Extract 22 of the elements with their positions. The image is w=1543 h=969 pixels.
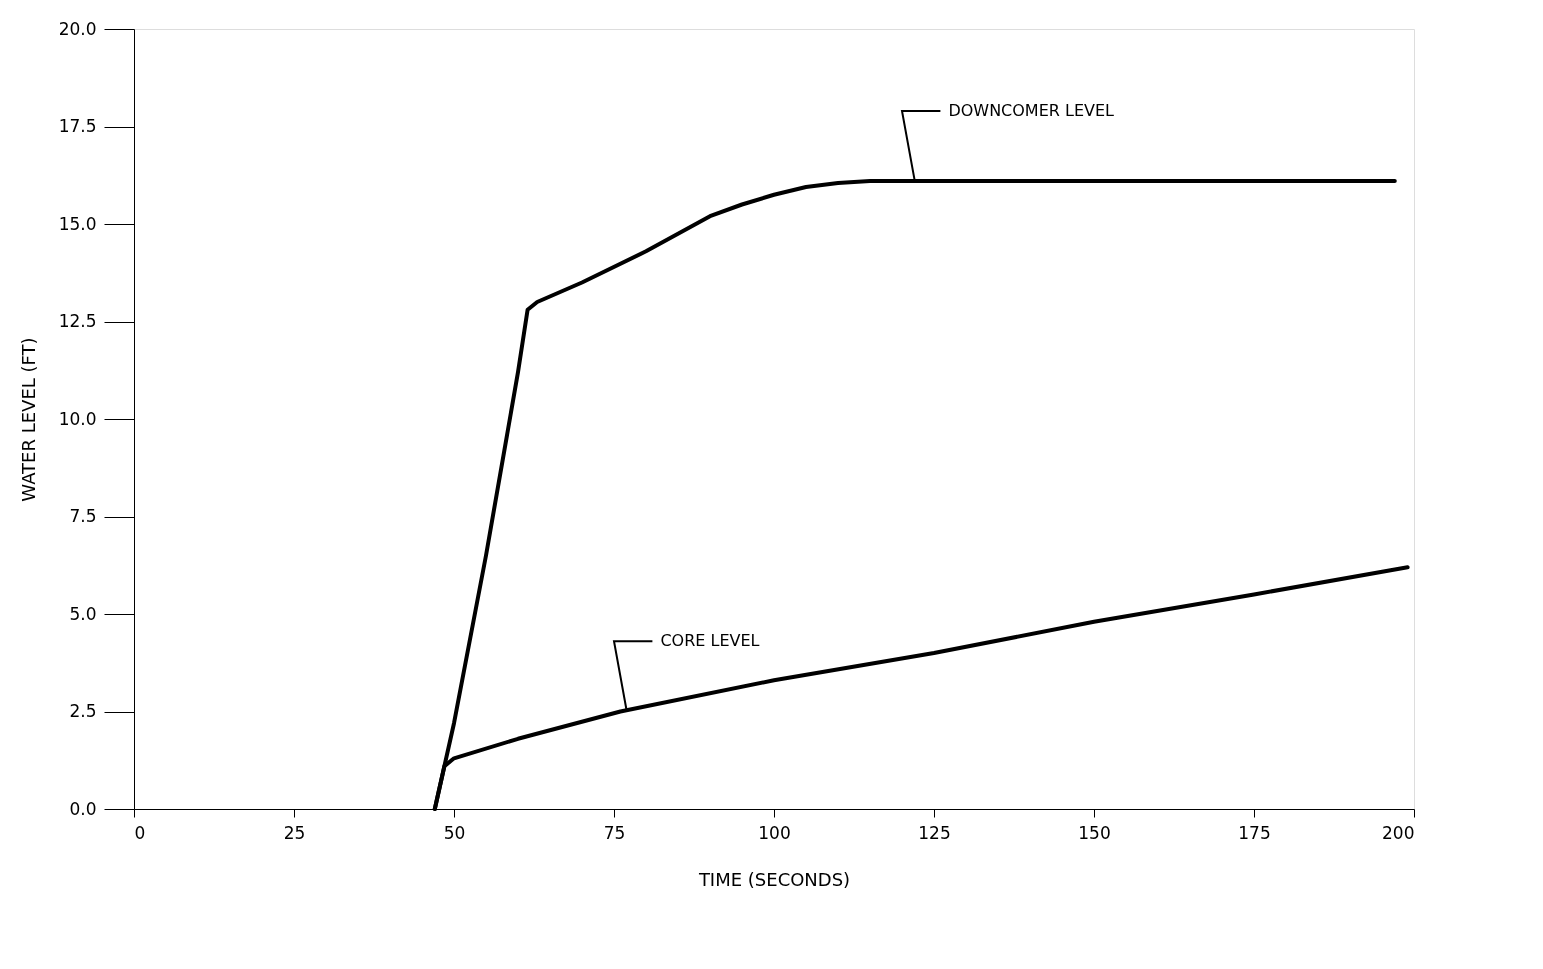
y-tick-label: 5.0 [69, 603, 97, 624]
y-axis-title: WATER LEVEL (FT) [17, 337, 39, 502]
x-axis-title: TIME (SECONDS) [697, 868, 851, 890]
y-tick-label: 7.5 [69, 506, 97, 526]
y-tick-label: 0.0 [69, 798, 97, 819]
annotation: DOWNCOMER LEVEL [948, 100, 1115, 120]
x-tick-label: 75 [603, 822, 626, 843]
x-tick-label: 125 [918, 822, 951, 843]
x-tick-label: 25 [283, 822, 306, 843]
y-tick-label: 2.5 [69, 701, 97, 721]
y-tick-label: 12.5 [58, 311, 97, 331]
x-tick-label: 175 [1238, 822, 1271, 843]
y-tick-label: 10.0 [58, 408, 97, 429]
y-tick-label: 20.0 [58, 18, 97, 39]
x-tick-label: 50 [443, 822, 466, 843]
annotation: CORE LEVEL [660, 631, 760, 651]
y-tick-label: 15.0 [58, 213, 97, 234]
y-tick-label: 17.5 [58, 116, 97, 136]
x-tick-label: 150 [1078, 822, 1111, 843]
x-tick-label: 200 [1382, 822, 1415, 843]
x-tick-label: 0 [134, 822, 146, 843]
x-tick-label: 100 [758, 822, 791, 843]
